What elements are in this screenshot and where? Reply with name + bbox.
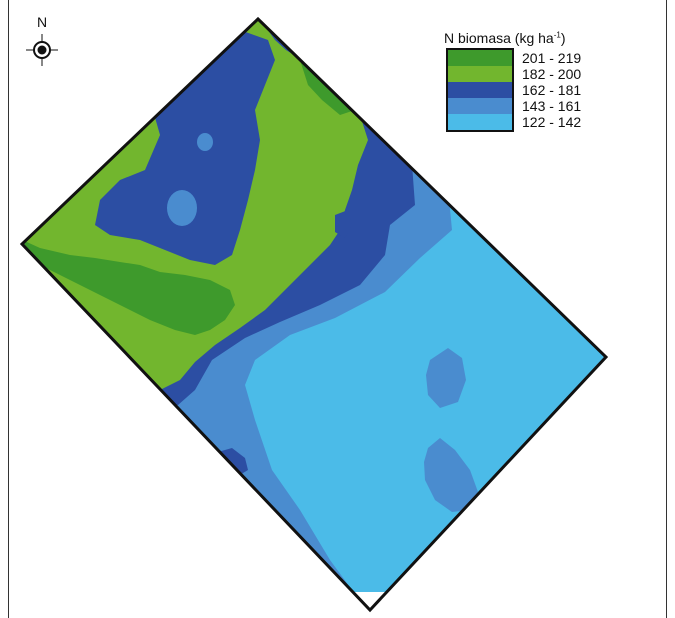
legend-swatches: 201 - 219 182 - 200 162 - 181 143 - 161 … [446,48,581,132]
zone-143-161-spot-c [426,348,466,408]
legend-row: 201 - 219 [448,50,581,66]
legend-row: 162 - 181 [448,82,581,98]
zone-143-161-spot-b [197,133,213,151]
legend: N biomasa (kg ha-1) 201 - 219 182 - 200 … [438,30,628,132]
map-frame [8,0,667,618]
zone-162-181-spot [218,448,248,476]
compass-crosshair-icon [26,34,58,66]
zone-162-181-notch [335,210,352,238]
legend-row: 122 - 142 [448,114,581,130]
field-outline [19,16,609,613]
legend-label: 201 - 219 [522,50,582,66]
legend-label: 122 - 142 [522,114,582,130]
legend-row: 182 - 200 [448,66,581,82]
unmapped-notch [350,592,388,610]
legend-title: N biomasa (kg ha-1) [444,30,566,46]
legend-row: 143 - 161 [448,98,581,114]
north-label: N [36,14,48,30]
legend-label: 143 - 161 [522,98,582,114]
legend-label: 162 - 181 [522,82,582,98]
zone-162-181-lobe [95,30,275,265]
legend-label: 182 - 200 [522,66,582,82]
zone-143-161-spot-d [424,438,478,512]
zone-201-219 [22,230,235,335]
north-arrow: N [26,14,60,70]
zone-143-161-spot-a [167,190,197,226]
